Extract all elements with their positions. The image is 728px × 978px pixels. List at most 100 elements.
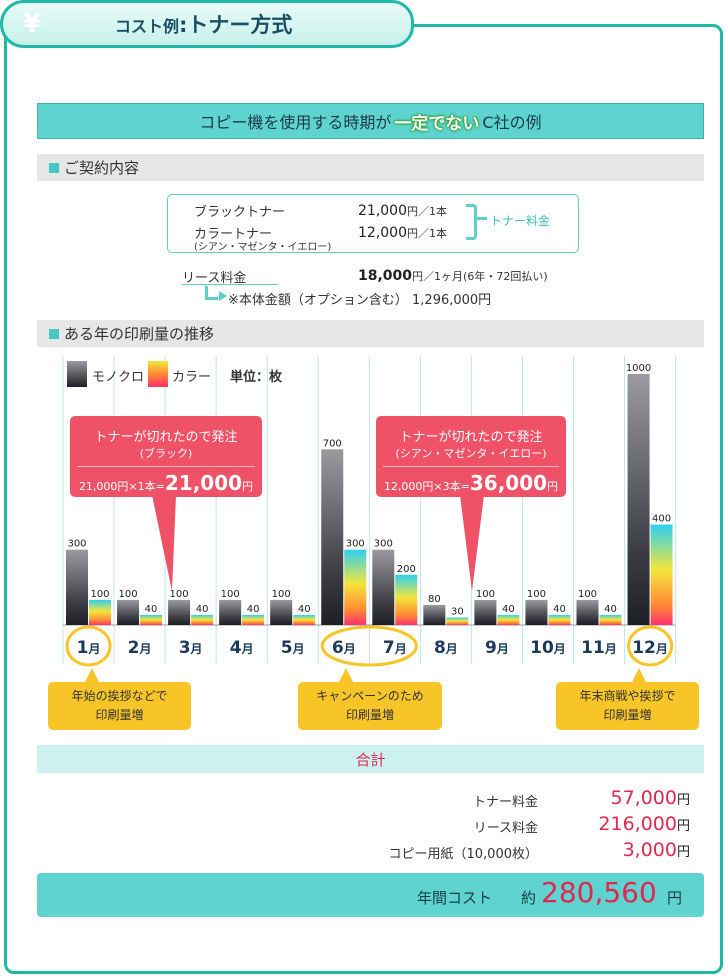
note-june-july-line1: キャンペーンのため bbox=[316, 689, 424, 703]
data-label-color-4: 40 bbox=[247, 604, 260, 615]
annual-cost-yen: 円 bbox=[667, 889, 683, 907]
note-arrowhead-icon bbox=[219, 291, 227, 301]
total-paper-label: コピー用紙（10,000枚） bbox=[388, 847, 539, 862]
bar-color-10 bbox=[548, 614, 571, 625]
bar-mono-4 bbox=[219, 599, 242, 625]
title-separator: : bbox=[179, 13, 188, 37]
bar-mono-9 bbox=[474, 599, 497, 625]
square-bullet-icon bbox=[49, 162, 59, 173]
header-tab: ¥ コスト例:トナー方式 bbox=[0, 0, 414, 48]
bar-mono-6 bbox=[321, 449, 344, 625]
example-heading-highlight: 一定でない bbox=[394, 113, 480, 134]
bar-color-3 bbox=[191, 614, 214, 625]
contract-box bbox=[167, 194, 579, 253]
data-label-color-10: 40 bbox=[553, 604, 566, 615]
bar-mono-3 bbox=[168, 599, 191, 625]
legend-color-swatch bbox=[148, 361, 168, 387]
note-june-july-line2: 印刷量増 bbox=[345, 708, 394, 722]
data-label-mono-12: 1000 bbox=[626, 363, 651, 374]
tick-label-12: 12月 bbox=[632, 638, 668, 658]
example-heading: コピー機を使用する時期が 一定でない C社の例 bbox=[37, 103, 704, 139]
legend-mono-swatch bbox=[67, 361, 87, 387]
note-january: 年始の挨拶などで 印刷量増 bbox=[48, 682, 191, 730]
data-label-color-11: 40 bbox=[604, 604, 617, 615]
content-panel bbox=[4, 24, 723, 974]
callout-color-pointer bbox=[460, 495, 484, 591]
callout-black-calc: 21,000円×1本=21,000円 bbox=[78, 471, 254, 495]
callout-color-order: トナーが切れたので発注 (シアン・マゼンタ・イエロー) 12,000円×3本=3… bbox=[376, 416, 566, 497]
legend-mono-label: モノクロ bbox=[92, 370, 145, 385]
total-paper-value: 3,000円 bbox=[622, 839, 690, 861]
bar-color-8 bbox=[446, 617, 469, 625]
volume-section-heading: ある年の印刷量の推移 bbox=[37, 320, 704, 347]
title-prefix: コスト例 bbox=[115, 17, 180, 36]
bar-color-7 bbox=[395, 574, 418, 625]
callout-color-sub: (シアン・マゼンタ・イエロー) bbox=[395, 447, 547, 460]
tick-label-5: 5月 bbox=[281, 638, 305, 658]
bar-mono-8 bbox=[423, 604, 446, 625]
example-heading-after: C社の例 bbox=[482, 113, 542, 132]
lease-label: リース料金 bbox=[182, 271, 247, 286]
data-label-mono-4: 100 bbox=[221, 589, 240, 600]
data-label-mono-5: 100 bbox=[272, 589, 291, 600]
annual-cost-label: 年間コスト bbox=[417, 889, 493, 907]
body-price-note: ※本体金額（オプション含む） 1,296,000円 bbox=[228, 293, 492, 308]
color-toner-label: カラートナー bbox=[194, 227, 273, 242]
data-label-mono-1: 300 bbox=[67, 539, 86, 550]
tick-label-6: 6月 bbox=[332, 638, 356, 658]
bar-color-6 bbox=[344, 549, 367, 625]
bar-color-5 bbox=[293, 614, 316, 625]
highlight-ring-3 bbox=[627, 625, 674, 667]
bar-mono-11 bbox=[576, 599, 599, 625]
total-toner-label: トナー料金 bbox=[472, 795, 538, 810]
note-january-line1: 年始の挨拶などで bbox=[71, 689, 168, 703]
tick-label-8: 8月 bbox=[434, 638, 458, 658]
data-label-mono-6: 700 bbox=[323, 438, 342, 449]
data-label-mono-3: 100 bbox=[170, 589, 189, 600]
data-label-mono-2: 100 bbox=[119, 589, 138, 600]
lease-price: 18,000円／1ヶ月(6年・72回払い) bbox=[358, 268, 548, 284]
bar-color-11 bbox=[599, 614, 622, 625]
tick-label-2: 2月 bbox=[128, 638, 152, 658]
highlight-ring-1 bbox=[65, 625, 112, 667]
contract-section-heading: ご契約内容 bbox=[37, 154, 704, 181]
color-toner-price: 12,000円／1本 bbox=[358, 225, 447, 241]
toner-fee-label: トナー料金 bbox=[490, 214, 551, 228]
bar-color-1 bbox=[89, 599, 111, 625]
yen-icon: ¥ bbox=[22, 9, 42, 39]
contract-section-title: ご契約内容 bbox=[64, 159, 140, 177]
note-june-july: キャンペーンのため 印刷量増 bbox=[298, 682, 442, 730]
black-toner-price: 21,000円／1本 bbox=[358, 203, 447, 219]
data-label-color-8: 30 bbox=[451, 606, 464, 617]
bar-mono-2 bbox=[117, 599, 140, 625]
square-bullet-icon bbox=[49, 328, 59, 339]
data-label-color-9: 40 bbox=[502, 604, 515, 615]
legend-color-label: カラー bbox=[172, 370, 212, 385]
data-label-mono-10: 100 bbox=[527, 589, 546, 600]
data-label-mono-7: 300 bbox=[374, 539, 393, 550]
title-main: トナー方式 bbox=[187, 13, 293, 37]
data-label-color-5: 40 bbox=[298, 604, 311, 615]
note-december: 年末商戦や挨拶で 印刷量増 bbox=[556, 682, 699, 730]
annual-cost-bar: 年間コスト 約 280,560 円 bbox=[37, 873, 704, 917]
bar-mono-5 bbox=[270, 599, 293, 625]
bar-mono-10 bbox=[525, 599, 548, 625]
volume-section-title: ある年の印刷量の推移 bbox=[64, 325, 215, 343]
data-label-color-12: 400 bbox=[652, 514, 671, 525]
legend-unit: 単位：枚 bbox=[230, 370, 283, 385]
bar-mono-12 bbox=[627, 374, 650, 625]
bar-mono-1 bbox=[66, 549, 88, 625]
tick-label-4: 4月 bbox=[230, 638, 254, 658]
data-label-mono-8: 80 bbox=[428, 594, 441, 605]
bar-color-4 bbox=[242, 614, 265, 625]
note-pointers bbox=[84, 668, 647, 684]
color-toner-sub: (シアン・マゼンタ・イエロー) bbox=[194, 242, 332, 253]
bar-color-12 bbox=[650, 524, 673, 625]
callout-black-pointer bbox=[152, 495, 176, 591]
total-lease-label: リース料金 bbox=[473, 821, 538, 836]
data-label-color-6: 300 bbox=[346, 539, 365, 550]
data-label-color-2: 40 bbox=[145, 604, 158, 615]
data-label-mono-11: 100 bbox=[578, 589, 597, 600]
black-toner-label: ブラックトナー bbox=[194, 205, 286, 220]
